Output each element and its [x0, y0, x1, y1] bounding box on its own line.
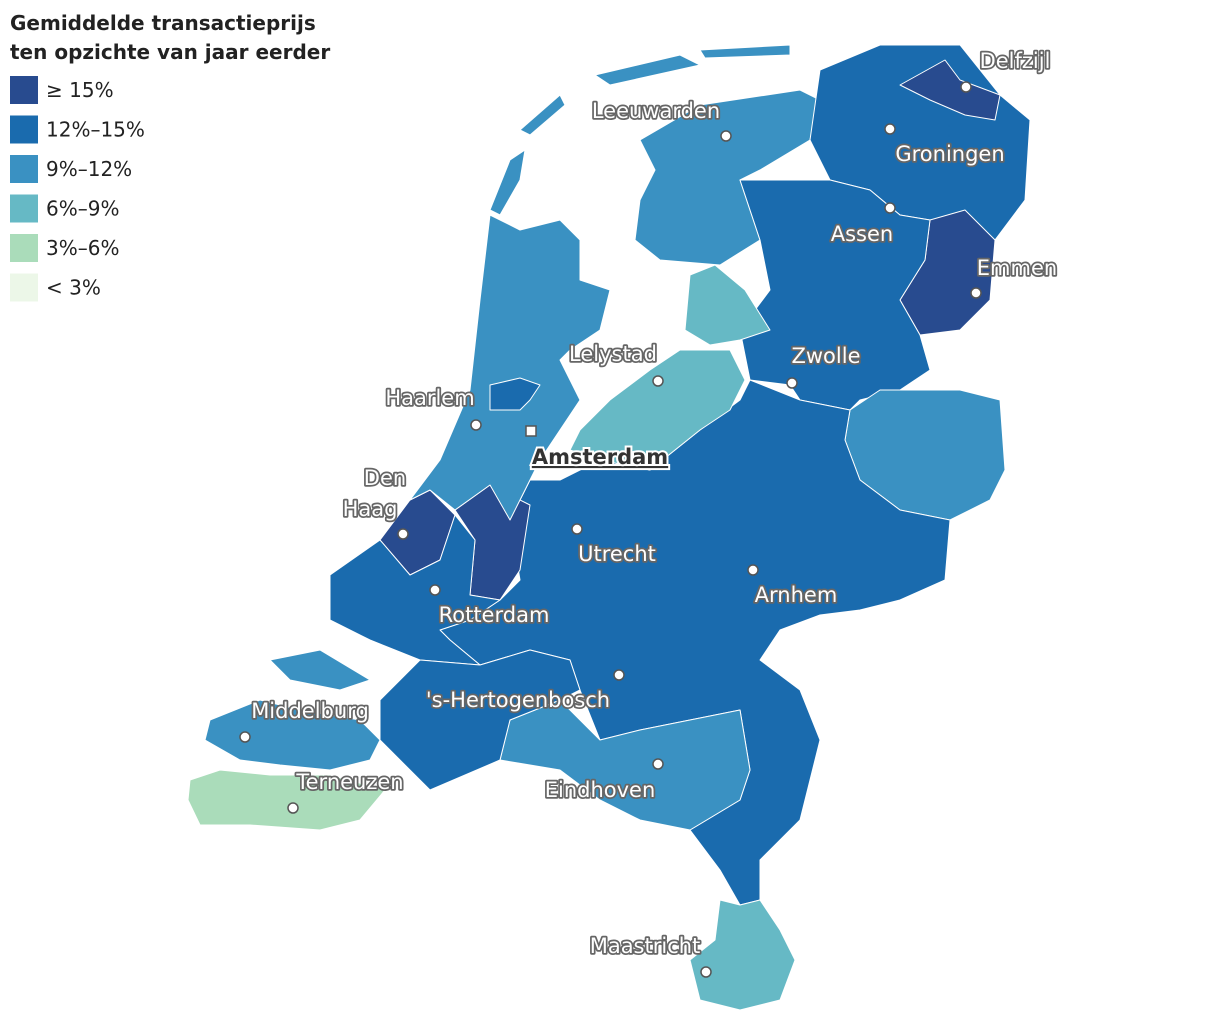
region: [204, 699, 381, 771]
city-marker: [747, 564, 759, 576]
region: [519, 94, 566, 136]
city-label: Rotterdam: [439, 603, 550, 627]
city-label: Terneuzen: [295, 770, 403, 794]
city-label: 's-Hertogenbosch: [426, 688, 610, 712]
city-marker: [429, 584, 441, 596]
region: [329, 514, 501, 666]
city-marker: [700, 966, 712, 978]
legend-label: ≥ 15%: [46, 78, 114, 102]
city-label: Maastricht: [590, 934, 701, 958]
city-marker: [720, 130, 732, 142]
city-marker: [613, 669, 625, 681]
city-label: Haarlem: [385, 386, 474, 410]
city-label: Assen: [831, 222, 893, 246]
capital-marker: [525, 425, 537, 437]
legend-label: 9%–12%: [46, 157, 132, 181]
city-label: Eindhoven: [545, 778, 656, 802]
city-marker: [786, 377, 798, 389]
region: [187, 769, 386, 831]
legend-swatch: [10, 194, 38, 223]
city-marker: [571, 523, 583, 535]
city-label: Emmen: [977, 256, 1057, 280]
legend-title: Gemiddelde transactieprijs: [10, 11, 316, 35]
city-label: Leeuwarden: [592, 99, 720, 123]
legend-swatch: [10, 115, 38, 144]
legend: Gemiddelde transactieprijs ten opzichte …: [10, 11, 330, 302]
city-label: Delfzijl: [980, 49, 1051, 73]
region: [594, 54, 701, 86]
city-marker: [470, 419, 482, 431]
legend-label: < 3%: [46, 276, 101, 300]
city-marker: [397, 528, 409, 540]
region: [489, 377, 541, 411]
city-label: Den: [364, 466, 406, 490]
region: [569, 349, 746, 471]
region: [269, 649, 371, 691]
region: [489, 149, 526, 216]
city-label: Zwolle: [792, 344, 861, 368]
legend-swatch: [10, 155, 38, 183]
city-marker: [652, 375, 664, 387]
city-label: Middelburg: [251, 699, 369, 723]
city-markers: [239, 81, 982, 978]
region: [699, 44, 791, 59]
legend-label: 3%–6%: [46, 236, 119, 260]
legend-swatch: [10, 234, 38, 262]
city-label: Haag: [343, 497, 398, 521]
city-marker: [287, 802, 299, 814]
region: [684, 264, 771, 346]
legend-swatch: [10, 76, 38, 104]
city-label: Groningen: [895, 142, 1004, 166]
city-marker: [884, 123, 896, 135]
legend-label: 12%–15%: [46, 118, 145, 142]
legend-label: 6%–9%: [46, 197, 119, 221]
city-labels: Delfzijl Leeuwarden Groningen Assen Emme…: [249, 47, 1059, 960]
region: [379, 649, 581, 791]
city-marker: [960, 81, 972, 93]
city-marker: [239, 731, 251, 743]
city-marker: [652, 758, 664, 770]
city-label: Arnhem: [755, 583, 838, 607]
city-marker: [884, 202, 896, 214]
region: [899, 59, 1001, 121]
city-marker: [970, 287, 982, 299]
region: [689, 899, 796, 1011]
region: [409, 214, 611, 521]
legend-swatch: [10, 273, 38, 302]
city-label: Lelystad: [569, 342, 657, 366]
legend-title: ten opzichte van jaar eerder: [10, 40, 330, 64]
city-label: Utrecht: [578, 542, 656, 566]
capital-label: Amsterdam: [532, 445, 668, 469]
regions: [187, 44, 1031, 1011]
